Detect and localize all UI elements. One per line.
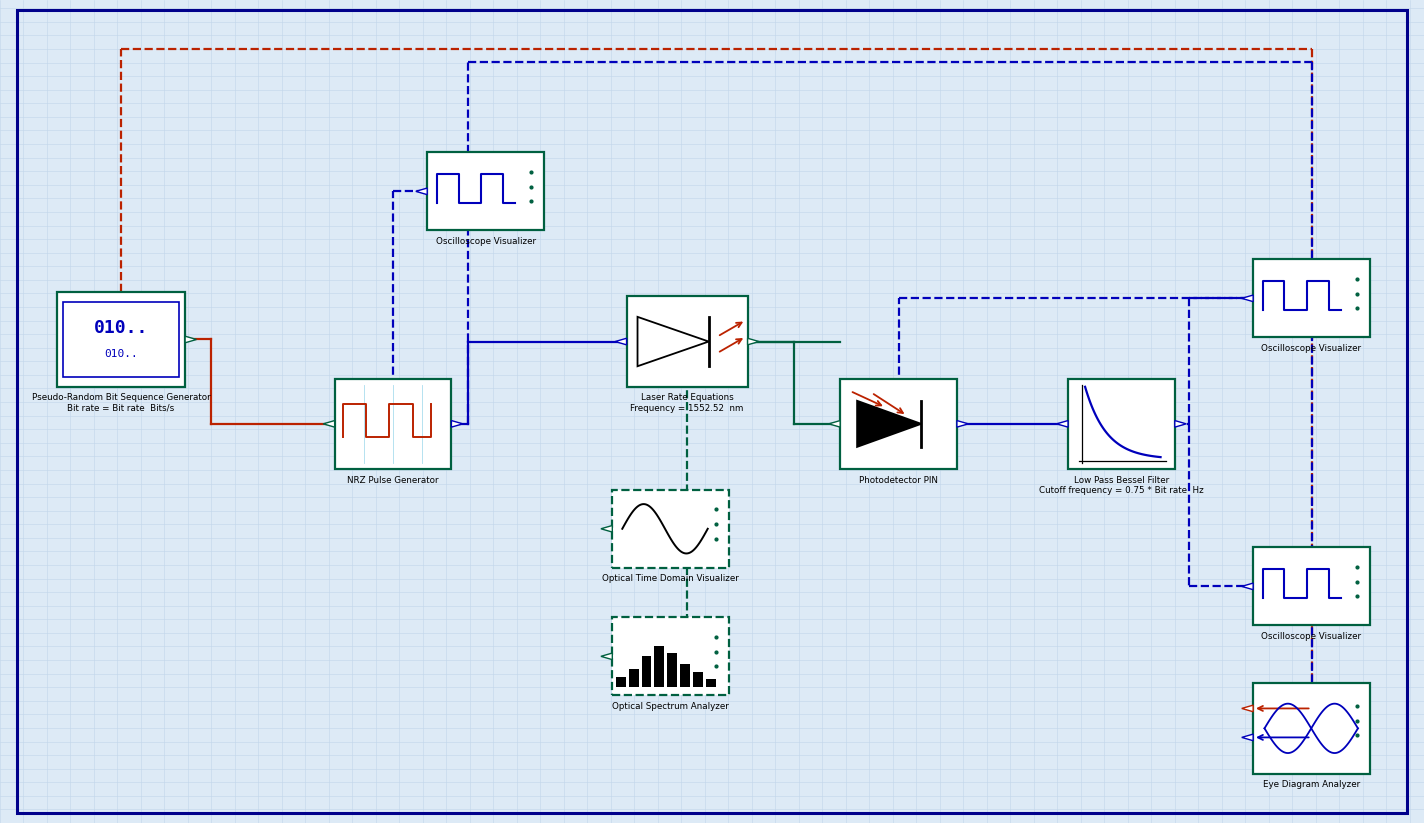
Bar bbox=[63, 302, 179, 377]
Polygon shape bbox=[185, 337, 197, 342]
Text: Low Pass Bessel Filter
Cutoff frequency = 0.75 * Bit rate  Hz: Low Pass Bessel Filter Cutoff frequency … bbox=[1040, 476, 1203, 495]
Bar bbox=[641, 656, 652, 687]
Bar bbox=[654, 646, 664, 687]
Polygon shape bbox=[601, 653, 612, 660]
Polygon shape bbox=[829, 421, 840, 427]
Polygon shape bbox=[451, 421, 463, 427]
Bar bbox=[612, 617, 729, 695]
Bar bbox=[840, 379, 957, 469]
Bar bbox=[1253, 547, 1370, 625]
Polygon shape bbox=[1057, 421, 1068, 427]
Text: Pseudo-Random Bit Sequence Generator
Bit rate = Bit rate  Bits/s: Pseudo-Random Bit Sequence Generator Bit… bbox=[31, 393, 211, 413]
Polygon shape bbox=[1242, 583, 1253, 589]
Text: Optical Spectrum Analyzer: Optical Spectrum Analyzer bbox=[612, 702, 729, 711]
Text: NRZ Pulse Generator: NRZ Pulse Generator bbox=[347, 476, 439, 485]
Bar bbox=[1253, 259, 1370, 337]
Bar bbox=[679, 664, 689, 687]
Text: Oscilloscope Visualizer: Oscilloscope Visualizer bbox=[1262, 632, 1361, 641]
Text: Laser Rate Equations
Frequency = 1552.52  nm: Laser Rate Equations Frequency = 1552.52… bbox=[631, 393, 743, 413]
Bar bbox=[629, 669, 638, 687]
Text: 010..: 010.. bbox=[104, 349, 138, 359]
Bar bbox=[627, 296, 748, 387]
Polygon shape bbox=[1242, 734, 1253, 741]
Bar bbox=[1068, 379, 1175, 469]
Polygon shape bbox=[748, 338, 759, 345]
Bar bbox=[692, 672, 702, 687]
Text: 010..: 010.. bbox=[94, 319, 148, 337]
Polygon shape bbox=[957, 421, 968, 427]
Polygon shape bbox=[416, 188, 427, 195]
Text: Oscilloscope Visualizer: Oscilloscope Visualizer bbox=[1262, 344, 1361, 353]
Polygon shape bbox=[323, 421, 335, 427]
Bar bbox=[706, 679, 715, 687]
Text: Photodetector PIN: Photodetector PIN bbox=[859, 476, 938, 485]
Bar bbox=[427, 152, 544, 230]
Bar bbox=[57, 292, 185, 387]
Bar bbox=[335, 379, 451, 469]
Bar bbox=[666, 653, 678, 687]
Polygon shape bbox=[1175, 421, 1186, 427]
Polygon shape bbox=[615, 338, 627, 345]
Text: Oscilloscope Visualizer: Oscilloscope Visualizer bbox=[436, 237, 535, 246]
Polygon shape bbox=[638, 317, 709, 366]
Bar bbox=[1253, 683, 1370, 774]
Polygon shape bbox=[601, 526, 612, 532]
Polygon shape bbox=[857, 401, 921, 447]
Text: Optical Time Domain Visualizer: Optical Time Domain Visualizer bbox=[602, 574, 739, 584]
Bar bbox=[615, 677, 625, 687]
Polygon shape bbox=[1242, 295, 1253, 302]
Bar bbox=[612, 490, 729, 568]
Polygon shape bbox=[1242, 705, 1253, 712]
Text: Eye Diagram Analyzer: Eye Diagram Analyzer bbox=[1263, 780, 1360, 789]
